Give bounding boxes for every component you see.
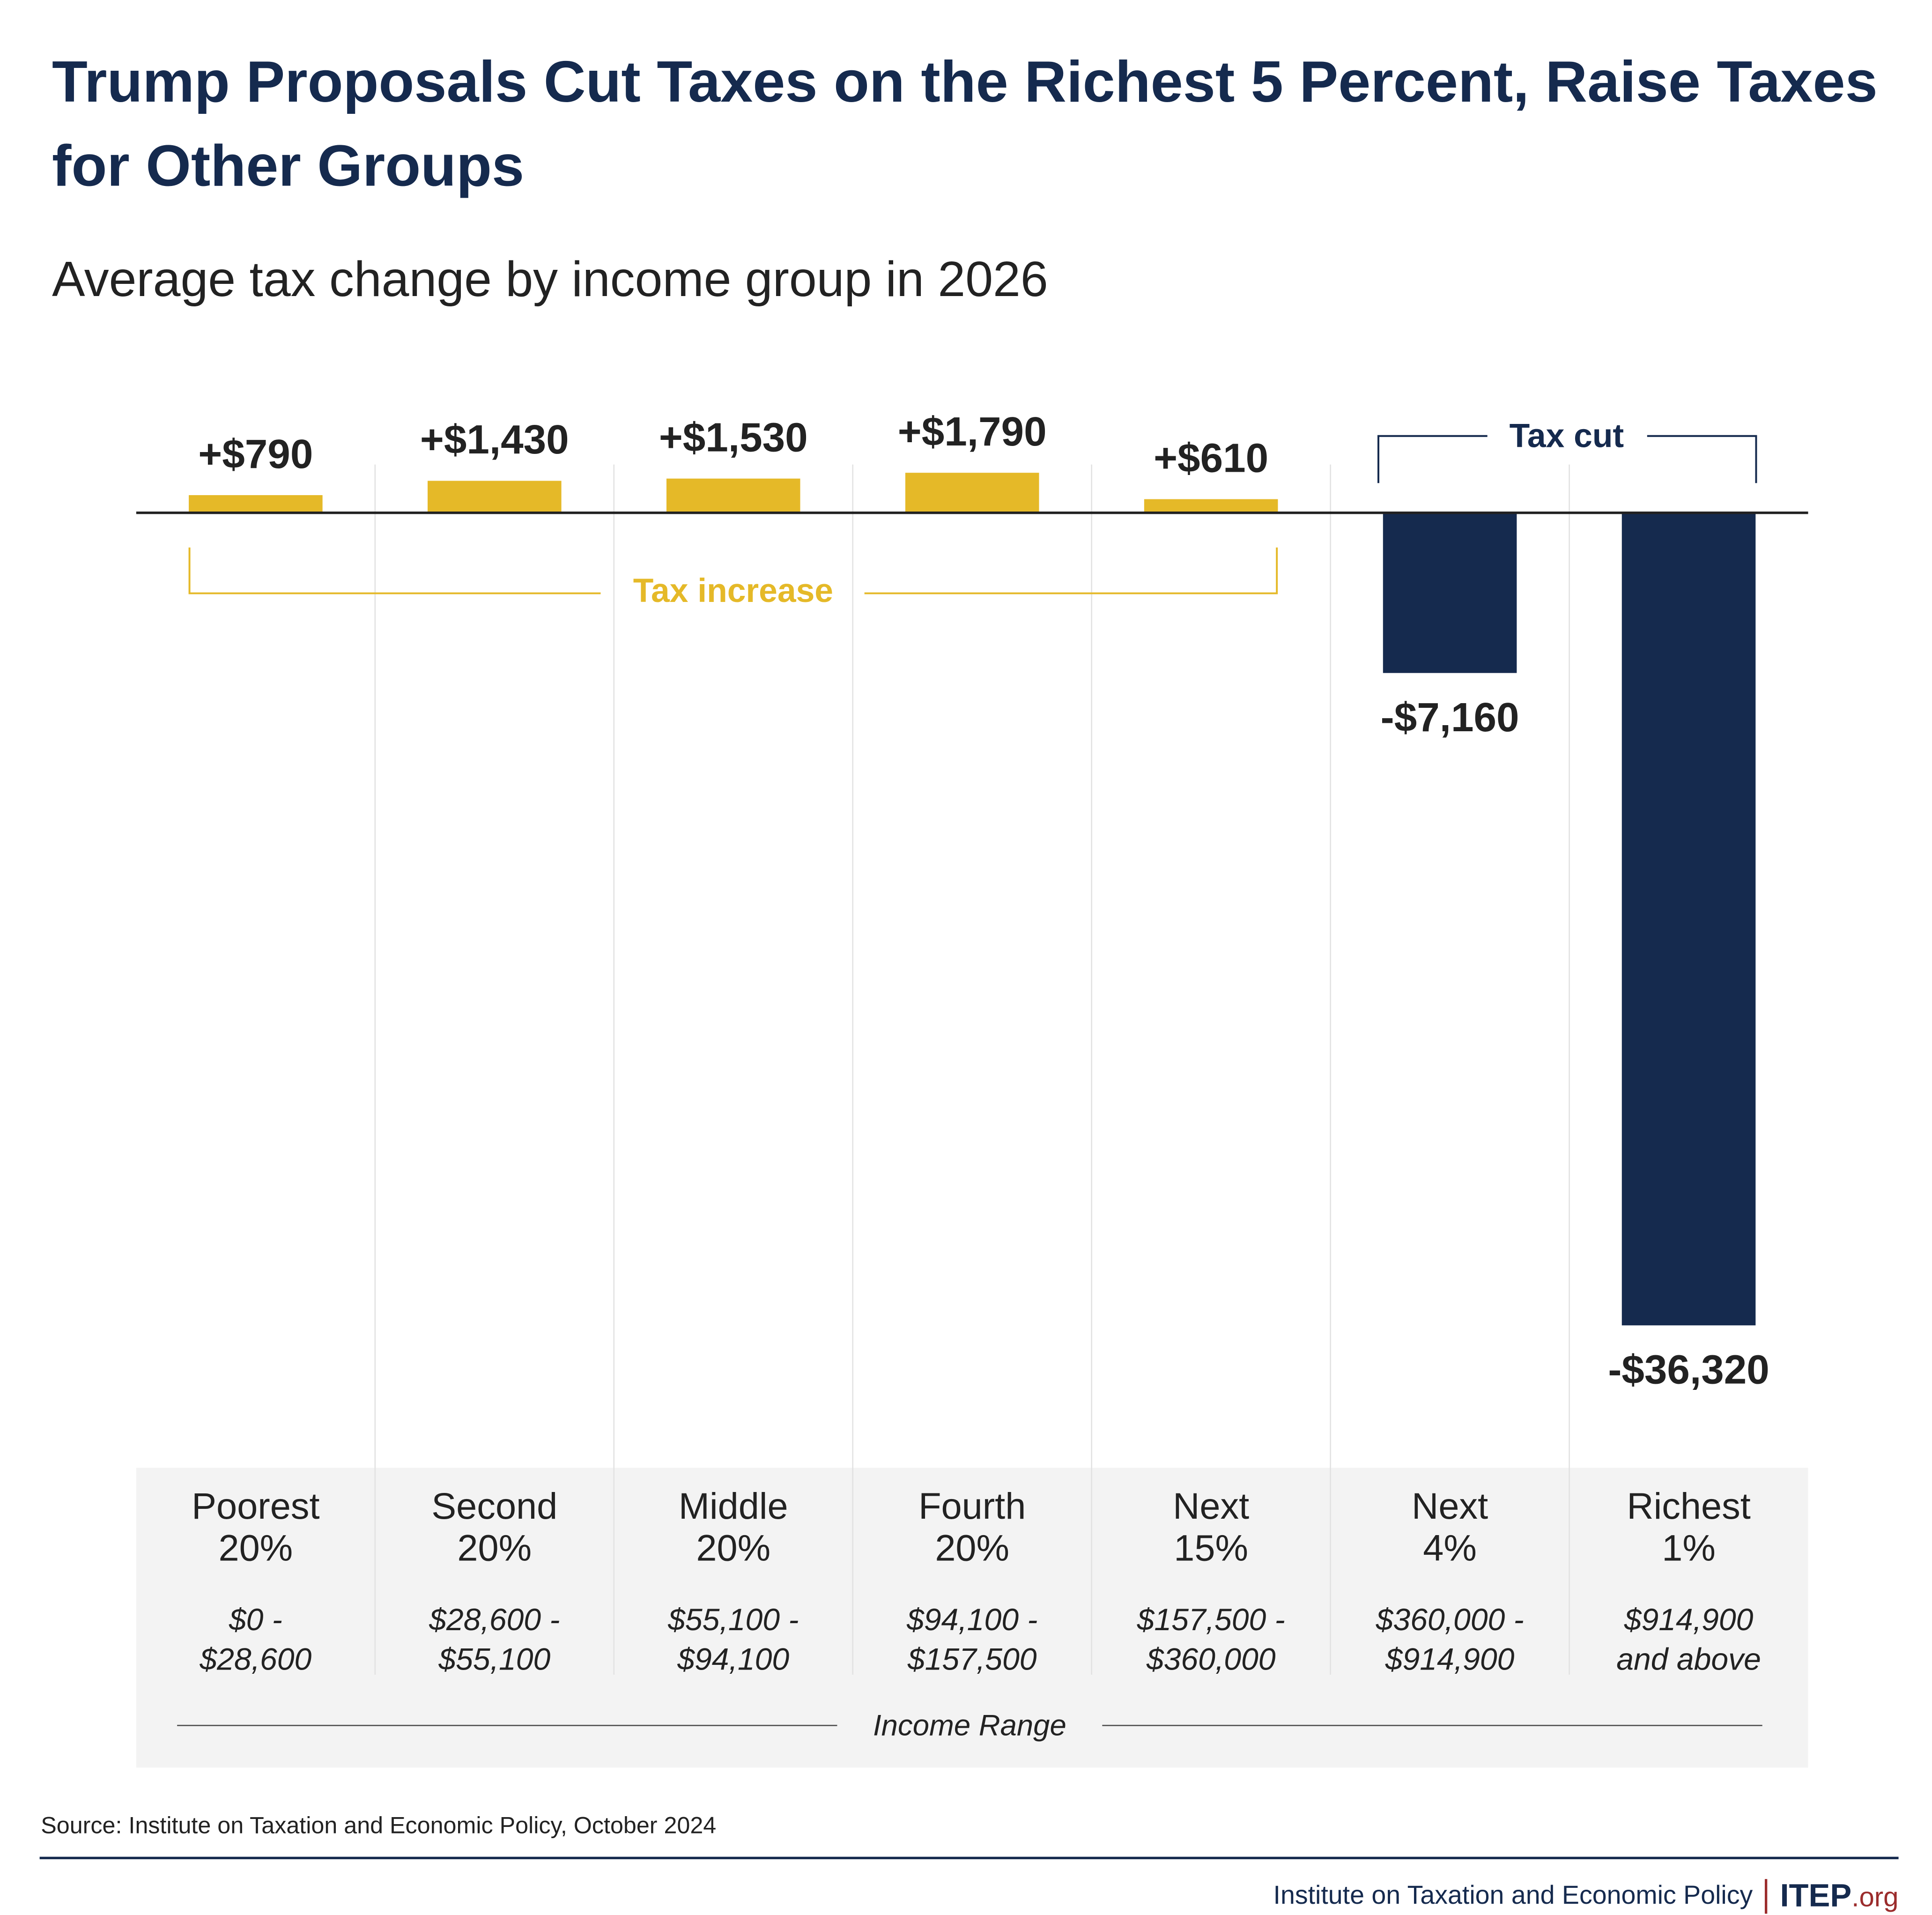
data-label: -$36,320 [1608,1347,1769,1393]
data-label: +$610 [1154,435,1268,481]
income-range-label: $28,600 - [429,1603,560,1637]
data-label: +$1,430 [420,417,569,462]
increase-bracket-left [188,547,601,594]
tax-cut-annotation: Tax cut [1510,417,1624,455]
footer-divider [39,1856,1899,1859]
category-label: 15% [1174,1527,1248,1569]
chart-subtitle: Average tax change by income group in 20… [52,252,1048,307]
income-range-label: $94,100 - [906,1603,1037,1637]
income-range-label: $94,100 [677,1642,789,1677]
bar [666,478,800,513]
data-label: +$1,790 [898,409,1047,454]
income-range-label: $157,500 - [1137,1603,1285,1637]
income-range-label: $914,900 [1385,1642,1515,1677]
income-range-label: $157,500 [907,1642,1037,1677]
category-label: Middle [679,1485,788,1527]
category-label: 20% [696,1527,770,1569]
bar [1383,512,1517,673]
cut-bracket-left [1377,435,1488,483]
logo-text: ITEP [1780,1876,1852,1914]
income-range-label: and above [1616,1642,1761,1677]
category-label: Poorest [192,1485,319,1527]
income-range-label: $360,000 - [1376,1603,1524,1637]
data-label: -$7,160 [1381,695,1519,740]
source-note: Source: Institute on Taxation and Econom… [41,1813,717,1840]
category-label: 20% [457,1527,532,1569]
category-label: Next [1412,1485,1488,1527]
category-label: Fourth [918,1485,1026,1527]
tax-increase-annotation: Tax increase [633,572,833,609]
category-label: Next [1173,1485,1249,1527]
chart-title: Trump Proposals Cut Taxes on the Richest… [52,48,1878,199]
x-axis-label: Income Range [873,1709,1066,1742]
income-range-label: $55,100 - [667,1603,799,1637]
category-label: 4% [1423,1527,1477,1569]
category-label: 20% [935,1527,1009,1569]
data-label: +$1,530 [659,415,808,460]
increase-bracket-right [864,547,1278,594]
cut-bracket-right [1647,435,1757,483]
category-label: 20% [218,1527,293,1569]
footer-org: Institute on Taxation and Economic Polic… [1273,1881,1753,1910]
label-panel [136,1468,1808,1768]
logo-suffix: .org [1851,1881,1899,1913]
itep-logo: ITEP.org [1780,1877,1898,1915]
bar [189,495,323,513]
bar [1144,499,1278,513]
category-label: 1% [1662,1527,1716,1569]
data-label: +$790 [198,431,313,477]
footer: Institute on Taxation and Economic Polic… [1273,1877,1899,1915]
category-label: Second [431,1485,557,1527]
income-range-label: $28,600 [199,1642,311,1677]
category-label: Richest [1627,1485,1750,1527]
income-range-label: $914,900 [1624,1603,1754,1637]
income-range-label: $360,000 [1146,1642,1276,1677]
income-range-label: $0 - [229,1603,282,1637]
bar [905,473,1039,513]
bar [428,481,562,513]
bar [1621,512,1756,1326]
logo-separator [1765,1878,1768,1913]
income-range-label: $55,100 [438,1642,550,1677]
